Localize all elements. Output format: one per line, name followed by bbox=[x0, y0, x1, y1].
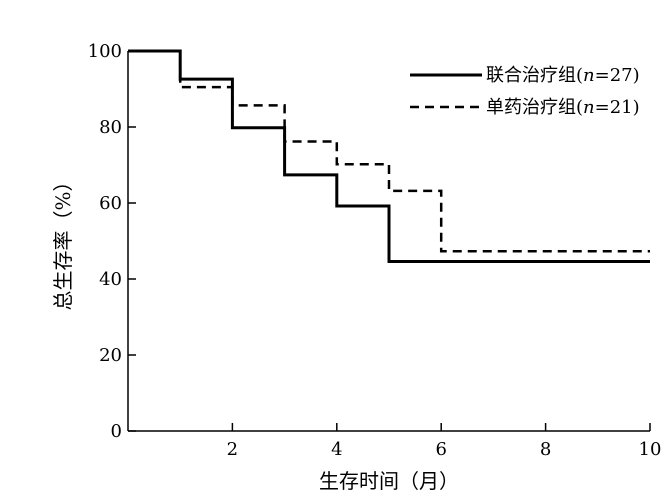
series bbox=[128, 49, 650, 264]
legend-label-mono: 单药治疗组(n=21) bbox=[486, 97, 640, 118]
x-axis-title: 生存时间（月） bbox=[319, 469, 459, 493]
x-tick-label: 2 bbox=[227, 439, 238, 460]
legend: 联合治疗组(n=27) 单药治疗组(n=21) bbox=[410, 65, 640, 118]
y-tick-label: 40 bbox=[99, 269, 122, 290]
y-tick-label: 20 bbox=[99, 345, 122, 366]
ticks: 0 20 40 60 80 100 2 4 6 8 10 bbox=[88, 41, 662, 460]
y-tick-label: 80 bbox=[99, 117, 122, 138]
x-tick-label: 6 bbox=[435, 439, 446, 460]
y-tick-label: 60 bbox=[99, 193, 122, 214]
x-tick-label: 4 bbox=[331, 439, 342, 460]
legend-label-combined: 联合治疗组(n=27) bbox=[486, 65, 640, 86]
y-axis-title: 总生存率（%） bbox=[51, 171, 75, 310]
x-tick-label: 10 bbox=[639, 439, 662, 460]
y-tick-label: 100 bbox=[88, 41, 122, 62]
axes bbox=[127, 51, 650, 432]
x-tick-label: 8 bbox=[540, 439, 551, 460]
series-line-mono bbox=[128, 49, 650, 253]
y-tick-label: 0 bbox=[111, 421, 122, 442]
